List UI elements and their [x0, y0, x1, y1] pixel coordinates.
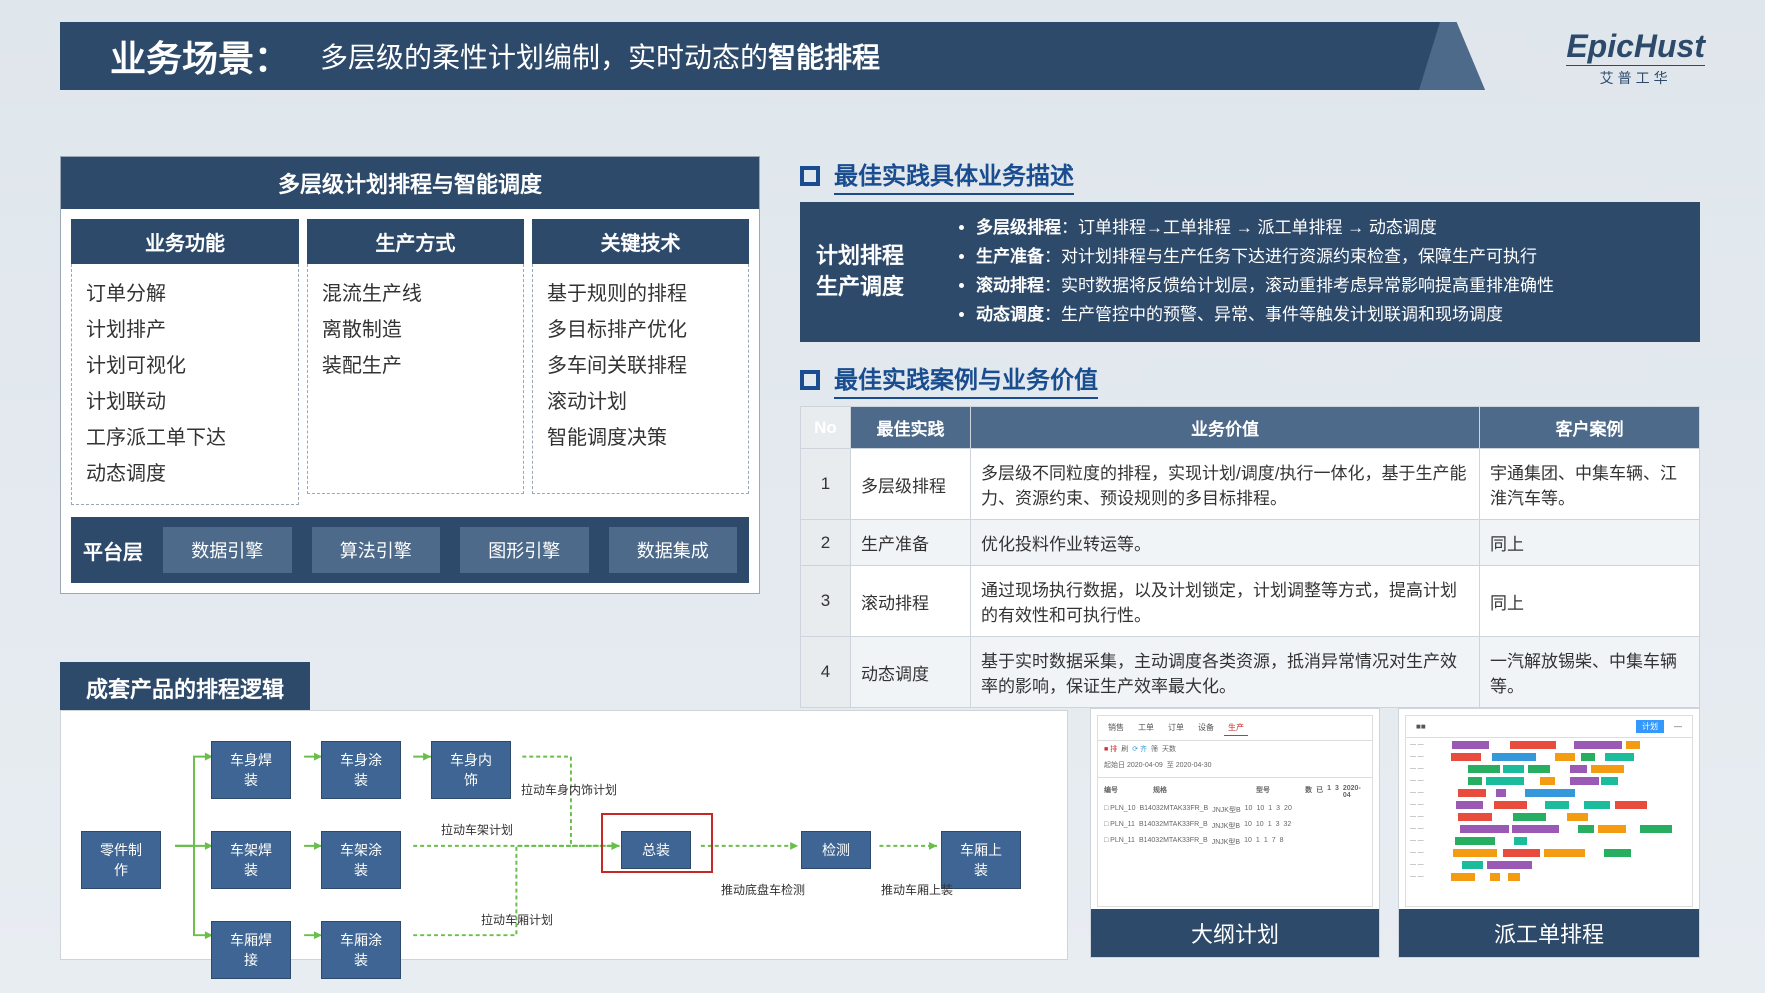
flow-node: 车厢涂装: [321, 921, 401, 979]
thumbnail-gantt: ■■计划— — —— —— —— —— —— —— —— —— —— —— ——…: [1398, 708, 1700, 958]
col-technology: 关键技术 基于规则的排程多目标排产优化多车间关联排程滚动计划智能调度决策: [532, 219, 749, 505]
flow-edge-label: 拉动车架计划: [441, 821, 513, 838]
section-header-2: 最佳实践案例与业务价值: [800, 360, 1098, 399]
section-header-1: 最佳实践具体业务描述: [800, 156, 1074, 195]
table-row: 3滚动排程通过现场执行数据，以及计划锁定，计划调整等方式，提高计划的有效性和可执…: [801, 566, 1700, 637]
header-title: 业务场景：: [110, 30, 290, 82]
flow-edge-label: 拉动车身内饰计划: [521, 781, 617, 798]
flow-edge-label: 推动车厢上装: [881, 881, 953, 898]
col-production: 生产方式 混流生产线离散制造装配生产: [307, 219, 524, 505]
flow-node: 车架焊装: [211, 831, 291, 889]
description-box: 计划排程 生产调度 多层级排程：订单排程→工单排程 → 派工单排程 → 动态调度…: [800, 202, 1700, 342]
thumbnail-outline: 销售工单订单设备生产 ■ 排刷⟳ 齐筛天数 起始日 2020-04-09至 20…: [1090, 708, 1380, 958]
platform-item: 数据集成: [609, 527, 738, 573]
logo-sub: 艾普工华: [1566, 65, 1705, 88]
table-row: 2生产准备优化投料作业转运等。同上: [801, 520, 1700, 566]
platform-label: 平台层: [83, 536, 143, 565]
thumb1-content: 销售工单订单设备生产 ■ 排刷⟳ 齐筛天数 起始日 2020-04-09至 20…: [1097, 715, 1373, 907]
flow-node: 检测: [801, 831, 871, 869]
table-row: 4动态调度基于实时数据采集，主动调度各类资源，抵消异常情况对生产效率的影响，保证…: [801, 637, 1700, 708]
flowchart: 零件制作车身焊装车身涂装车身内饰车架焊装车架涂装车厢焊接车厢涂装总装检测车厢上装…: [60, 710, 1068, 960]
flow-node: 车身焊装: [211, 741, 291, 799]
flow-node: 总装: [621, 831, 691, 869]
flow-edge-label: 拉动车厢计划: [481, 911, 553, 928]
brand-logo: EpicHust 艾普工华: [1566, 28, 1705, 88]
flowchart-title: 成套产品的排程逻辑: [60, 662, 310, 714]
col-business: 业务功能 订单分解计划排产计划可视化计划联动工序派工单下达动态调度: [71, 219, 299, 505]
header-subtitle: 多层级的柔性计划编制，实时动态的智能排程: [320, 36, 880, 76]
flow-node: 车架涂装: [321, 831, 401, 889]
flow-edge-label: 推动底盘车检测: [721, 881, 805, 898]
flow-node: 车身内饰: [431, 741, 511, 799]
header-banner: 业务场景： 多层级的柔性计划编制，实时动态的智能排程: [60, 22, 1485, 90]
practice-table: No最佳实践业务价值客户案例 1多层级排程多层级不同粒度的排程，实现计划/调度/…: [800, 406, 1700, 708]
left-panel: 多层级计划排程与智能调度 业务功能 订单分解计划排产计划可视化计划联动工序派工单…: [60, 156, 760, 594]
platform-row: 平台层 数据引擎算法引擎图形引擎数据集成: [71, 517, 749, 583]
left-panel-columns: 业务功能 订单分解计划排产计划可视化计划联动工序派工单下达动态调度 生产方式 混…: [61, 209, 759, 505]
square-icon: [800, 166, 820, 186]
square-icon: [800, 370, 820, 390]
flow-node: 车厢焊接: [211, 921, 291, 979]
platform-item: 算法引擎: [312, 527, 441, 573]
table-row: 1多层级排程多层级不同粒度的排程，实现计划/调度/执行一体化，基于生产能力、资源…: [801, 449, 1700, 520]
platform-item: 数据引擎: [163, 527, 292, 573]
desc-label: 计划排程 生产调度: [816, 214, 936, 330]
platform-item: 图形引擎: [460, 527, 589, 573]
logo-main: EpicHust: [1566, 28, 1705, 65]
thumb2-content: ■■计划— — —— —— —— —— —— —— —— —— —— —— ——…: [1405, 715, 1693, 907]
flow-node: 车身涂装: [321, 741, 401, 799]
flow-node: 零件制作: [81, 831, 161, 889]
desc-bullets: 多层级排程：订单排程→工单排程 → 派工单排程 → 动态调度生产准备：对计划排程…: [956, 214, 1684, 330]
left-panel-title: 多层级计划排程与智能调度: [61, 157, 759, 209]
